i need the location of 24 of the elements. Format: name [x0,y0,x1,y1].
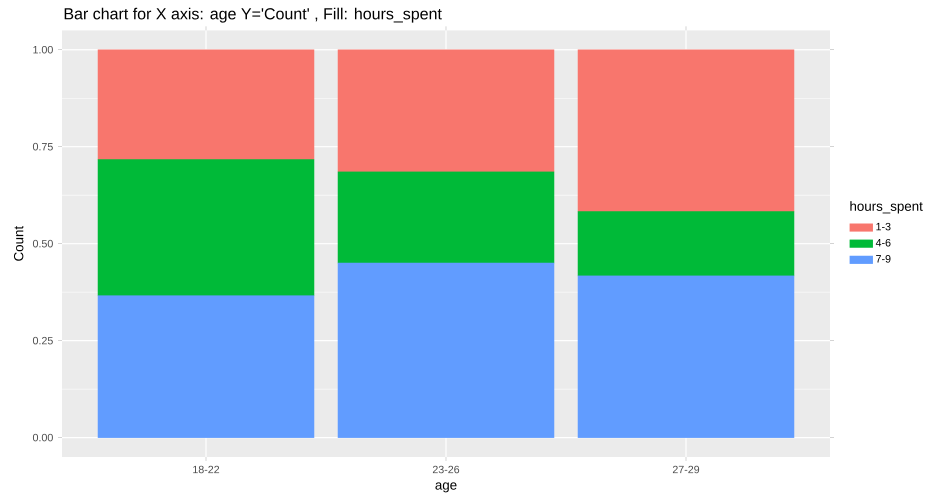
bar [338,50,554,172]
bar [98,295,314,438]
bar [578,276,794,438]
y-tick-label: 0.75 [32,143,53,151]
bar [578,50,794,212]
legend-title: hours_spent [850,201,923,214]
legend-label: 7-9 [876,255,890,263]
x-tick-label: 23-26 [432,466,460,474]
y-axis-title: Count [14,226,24,261]
bar [338,172,554,264]
y-tick-label: 0.00 [32,434,53,442]
y-tick-label: 0.25 [32,336,53,344]
x-tick-label: 27-29 [672,466,700,474]
x-axis-title: age [435,482,457,492]
y-tick-label: 0.50 [32,240,53,248]
chart-title: Bar chart for X axis: age Y='Count' , Fill: hours_spent [64,8,442,23]
bar [578,211,794,276]
legend-label: 4-6 [876,239,891,247]
y-tick-label: 1.00 [33,46,53,54]
x-tick-label: 18-22 [193,466,220,474]
bar [98,50,314,160]
bar [338,262,554,438]
legend-label: 1-3 [876,222,891,230]
bar [98,159,314,296]
